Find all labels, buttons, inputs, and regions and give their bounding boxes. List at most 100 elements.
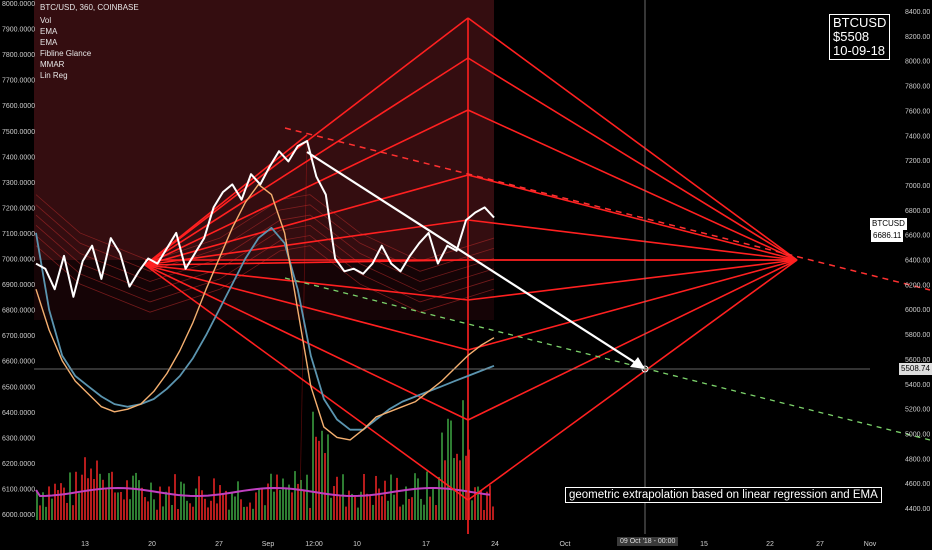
volume-bar [363, 473, 365, 520]
x-axis-tick: 12:00 [305, 541, 323, 548]
fan-line-left [144, 264, 469, 351]
volume-bar [393, 494, 395, 520]
volume-bar [369, 494, 371, 520]
indicator-ema-1[interactable]: EMA [40, 27, 58, 36]
volume-bar [138, 480, 140, 520]
volume-bar [348, 490, 350, 520]
volume-bar [390, 474, 392, 520]
volume-bar [240, 499, 242, 520]
volume-bar [150, 482, 152, 520]
volume-bar [354, 496, 356, 520]
fan-line-right [467, 259, 798, 301]
cloud-band [35, 204, 495, 272]
volume-bar [147, 501, 149, 520]
volume-bar [372, 504, 374, 520]
left-axis-tick: 6800.0000 [2, 308, 35, 315]
volume-bar [387, 500, 389, 520]
volume-bar [114, 492, 116, 520]
left-axis-tick: 6400.0000 [2, 410, 35, 417]
left-axis-tick: 7400.0000 [2, 154, 35, 161]
volume-bar [465, 455, 467, 520]
right-axis-tick: 6200.00 [905, 282, 930, 289]
volume-bar [159, 486, 161, 520]
volume-bar [381, 496, 383, 520]
volume-bar [360, 491, 362, 520]
fan-line-left [144, 259, 469, 266]
indicator-ema-2[interactable]: EMA [40, 38, 58, 47]
left-axis-tick: 7800.0000 [2, 52, 35, 59]
symbol-line: BTC/USD, 360, COINBASE [40, 3, 139, 12]
volume-bar [357, 507, 359, 520]
volume-bar [78, 493, 80, 520]
volume-bar [216, 503, 218, 520]
right-axis-tick: 7800.00 [905, 84, 930, 91]
volume-bar [318, 440, 320, 520]
volume-bar [123, 499, 125, 520]
volume-bar [213, 478, 215, 520]
right-axis-tick: 7000.00 [905, 183, 930, 190]
volume-bar [180, 481, 182, 520]
indicator-fibline-glance[interactable]: Fibline Glance [40, 49, 92, 58]
fibline-fan [144, 17, 798, 534]
right-axis-tick: 7600.00 [905, 108, 930, 115]
volume-bar [69, 472, 71, 520]
indicator-lin-reg[interactable]: Lin Reg [40, 71, 68, 80]
cloud-shade-top [34, 0, 494, 260]
fan-line-right [467, 57, 798, 261]
volume-bar [144, 497, 146, 520]
right-axis-tick: 8400.00 [905, 9, 930, 16]
volume-bar [141, 487, 143, 520]
left-axis-tick: 6700.0000 [2, 333, 35, 340]
right-axis-tick: 4800.00 [905, 456, 930, 463]
ema-fast-line [35, 183, 495, 441]
volume-bar [285, 488, 287, 520]
volume-bar [366, 493, 368, 520]
volume-bar [165, 491, 167, 520]
volume-bar [234, 496, 236, 520]
volume-bar [48, 486, 50, 520]
left-axis-tick: 7200.0000 [2, 205, 35, 212]
projection-line [306, 151, 646, 370]
right-axis-tick: 5400.00 [905, 382, 930, 389]
volume-bar [477, 486, 479, 520]
volume-bar [282, 478, 284, 520]
volume-bar [300, 479, 302, 520]
volume-bar [333, 486, 335, 520]
volume-bar [177, 509, 179, 520]
trendline-green [284, 277, 931, 441]
indicator-vol[interactable]: Vol [40, 16, 52, 25]
indicator-mmar[interactable]: MMAR [40, 60, 65, 69]
volume-bar [135, 472, 137, 520]
caption: geometric extrapolation based on linear … [565, 487, 882, 503]
volume-bar [414, 473, 416, 520]
left-axis-tick: 6200.0000 [2, 461, 35, 468]
volume-bar [384, 480, 386, 520]
fan-line-left [144, 264, 469, 501]
info-date: 10-09-18 [833, 43, 886, 58]
volume-bar [186, 500, 188, 520]
right-axis-tick: 7200.00 [905, 158, 930, 165]
volume-bar [297, 483, 299, 520]
volume-bar [45, 506, 47, 520]
volume-bar [396, 477, 398, 520]
fan-line-left [144, 264, 469, 301]
volume-bar [252, 508, 254, 520]
volume-bar [312, 411, 314, 520]
volume-bar [105, 489, 107, 520]
left-axis-tick: 6100.0000 [2, 486, 35, 493]
volume-bar [342, 474, 344, 520]
volume-bar [51, 498, 53, 520]
volume-bar [468, 449, 470, 520]
crosshair-price: 5508.74 [899, 363, 932, 375]
volume-bar [423, 504, 425, 520]
fan-line-extra [144, 134, 308, 266]
volume-bar [444, 460, 446, 520]
x-axis-tick: 17 [422, 541, 430, 548]
volume-bar [462, 400, 464, 520]
volume-bar [435, 505, 437, 520]
volume-bar [111, 471, 113, 520]
volume-bar [438, 476, 440, 520]
volume-bar [492, 506, 494, 520]
right-axis-tick: 6600.00 [905, 233, 930, 240]
